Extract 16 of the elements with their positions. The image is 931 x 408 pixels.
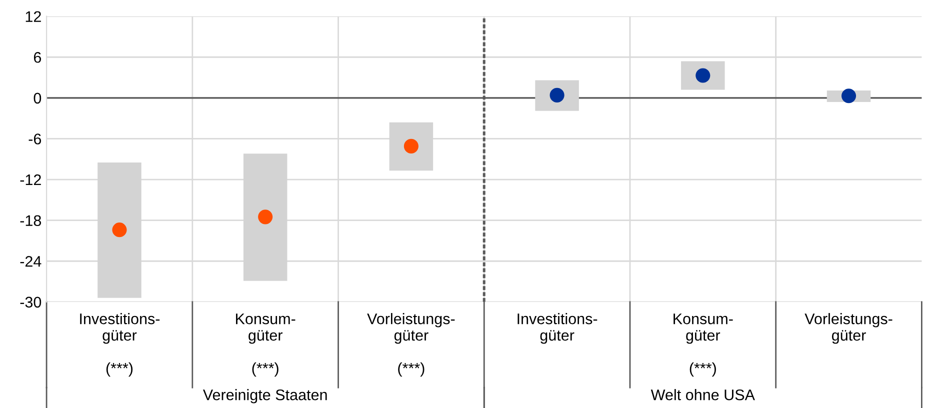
y-tick-label: 6 bbox=[34, 52, 42, 63]
y-tick-label: -12 bbox=[20, 174, 41, 186]
category-label: Konsum- güter (***) bbox=[236, 314, 296, 377]
y-tick-label: -24 bbox=[20, 256, 42, 267]
text: Welt ohne USA bbox=[650, 389, 755, 400]
category-label: Investitions- güter (***) bbox=[80, 313, 160, 377]
x-tick-label: Vorleistungs- güter bbox=[804, 313, 892, 344]
text: Vereinigte Staaten bbox=[202, 389, 327, 404]
y-tick-label: 0 bbox=[34, 92, 42, 104]
y-tick-label: -30 bbox=[20, 296, 42, 308]
category-label: Konsum- güter (***) bbox=[674, 314, 733, 377]
y-tick-label: -18 bbox=[20, 215, 42, 226]
category-label: Vorleistungs- güter (***) bbox=[367, 313, 455, 377]
y-tick-label: -6 bbox=[28, 134, 42, 144]
y-tick-label: 12 bbox=[26, 11, 41, 22]
x-tick-label: Investitions- güter bbox=[518, 313, 598, 344]
